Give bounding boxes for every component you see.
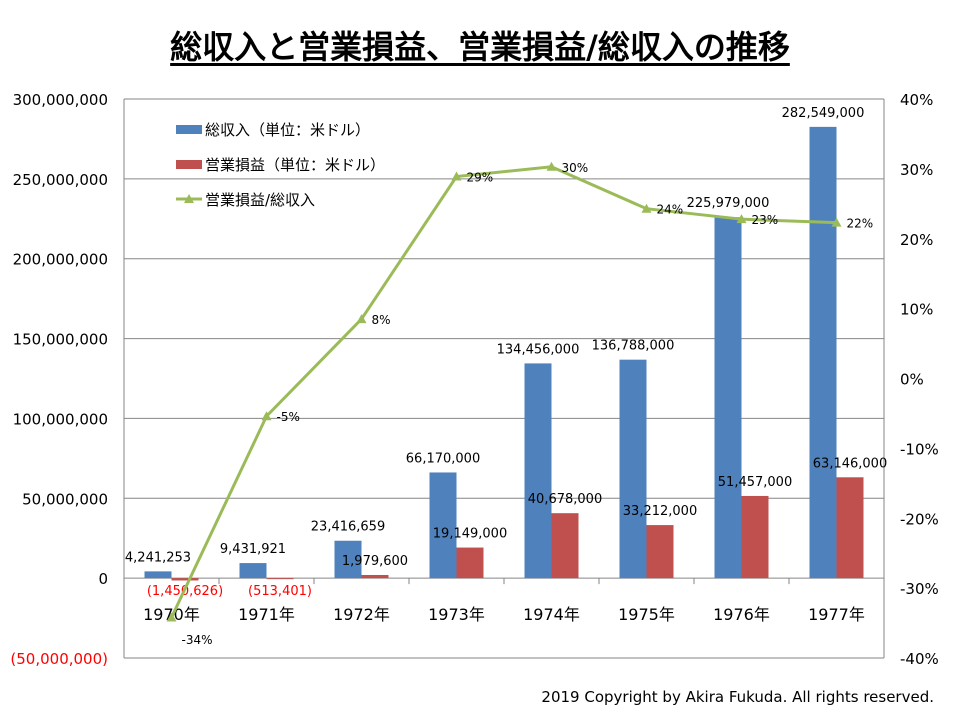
left-tick-label: 200,000,000 [13, 251, 108, 269]
legend-label: 総収入（単位：米ドル） [205, 121, 370, 139]
ratio-marker [166, 612, 177, 622]
ratio-marker [451, 171, 462, 181]
operating-income-data-label: (513,401) [248, 584, 312, 599]
chart-title: 総収入と営業損益、営業損益/総収入の推移 [170, 28, 790, 66]
operating-income-data-label: 33,212,000 [623, 504, 697, 519]
ratio-marker [261, 411, 272, 421]
revenue-data-label: 134,456,000 [497, 342, 580, 357]
category-label: 1972年 [333, 605, 390, 624]
category-label: 1976年 [713, 605, 770, 624]
right-tick-label: -10% [900, 440, 939, 458]
operating-income-data-label: 19,149,000 [433, 527, 507, 542]
right-tick-label: 30% [900, 161, 933, 179]
operating-income-bar [171, 578, 199, 581]
ratio-data-label: 22% [847, 217, 874, 231]
right-tick-label: 40% [900, 91, 933, 109]
copyright: 2019 Copyright by Akira Fukuda. All righ… [541, 688, 934, 706]
left-tick-label: 100,000,000 [13, 410, 108, 428]
operating-income-data-label: 1,979,600 [342, 554, 408, 569]
right-tick-label: 20% [900, 231, 933, 249]
revenue-bar [429, 472, 457, 579]
ratio-data-label: -34% [182, 633, 213, 647]
ratio-marker [831, 217, 842, 227]
operating-income-bar [361, 574, 389, 579]
ratio-data-label: 8% [372, 313, 391, 327]
operating-income-bar [741, 495, 769, 579]
operating-income-data-label: 51,457,000 [718, 475, 792, 490]
ratio-data-label: 30% [562, 161, 589, 175]
category-label: 1973年 [428, 605, 485, 624]
operating-income-data-label: 63,146,000 [813, 456, 887, 471]
left-tick-label: 0 [98, 570, 108, 588]
revenue-bar [334, 540, 362, 579]
revenue-data-label: 225,979,000 [687, 196, 770, 211]
revenue-bar [239, 563, 267, 579]
revenue-data-label: 4,241,253 [125, 550, 191, 565]
ratio-line [170, 165, 837, 619]
right-tick-label: -40% [900, 650, 939, 668]
revenue-bar [144, 571, 172, 579]
revenue-data-label: 9,431,921 [220, 542, 286, 557]
revenue-bar [524, 363, 552, 579]
operating-income-bar [551, 513, 579, 579]
operating-income-bar [646, 525, 674, 579]
left-tick-label: 300,000,000 [13, 91, 108, 109]
category-label: 1975年 [618, 605, 675, 624]
right-tick-label: -30% [900, 580, 939, 598]
operating-income-bar [266, 578, 294, 580]
ratio-marker [641, 203, 652, 213]
category-label: 1971年 [238, 605, 295, 624]
revenue-data-label: 136,788,000 [592, 339, 675, 354]
revenue-bar [809, 126, 837, 579]
legend-swatch [176, 160, 202, 169]
category-label: 1974年 [523, 605, 580, 624]
ratio-marker [736, 214, 747, 224]
revenue-bar [619, 359, 647, 579]
ratio-data-label: 29% [467, 171, 494, 185]
left-tick-label: 150,000,000 [13, 331, 108, 349]
operating-income-bar [836, 477, 864, 579]
right-tick-label: 10% [900, 301, 933, 319]
revenue-data-label: 66,170,000 [406, 451, 480, 466]
revenue-data-label: 23,416,659 [311, 520, 385, 535]
ratio-marker [546, 161, 557, 171]
legend-swatch [176, 125, 202, 134]
ratio-marker [356, 314, 367, 324]
left-tick-label: 50,000,000 [22, 490, 108, 508]
revenue-data-label: 282,549,000 [782, 106, 865, 121]
ratio-data-label: -5% [277, 410, 300, 424]
legend-label: 営業損益/総収入 [205, 191, 315, 209]
left-tick-label: 250,000,000 [13, 171, 108, 189]
operating-income-data-label: 40,678,000 [528, 492, 602, 507]
ratio-data-label: 23% [752, 213, 779, 227]
right-tick-label: 0% [900, 371, 924, 389]
operating-income-bar [456, 547, 484, 579]
legend-label: 営業損益（単位：米ドル） [205, 156, 385, 174]
left-tick-label: (50,000,000) [10, 650, 108, 668]
legend-marker [184, 194, 194, 203]
revenue-bar [714, 217, 742, 579]
category-label: 1977年 [808, 605, 865, 624]
right-tick-label: -20% [900, 510, 939, 528]
ratio-data-label: 24% [657, 203, 684, 217]
